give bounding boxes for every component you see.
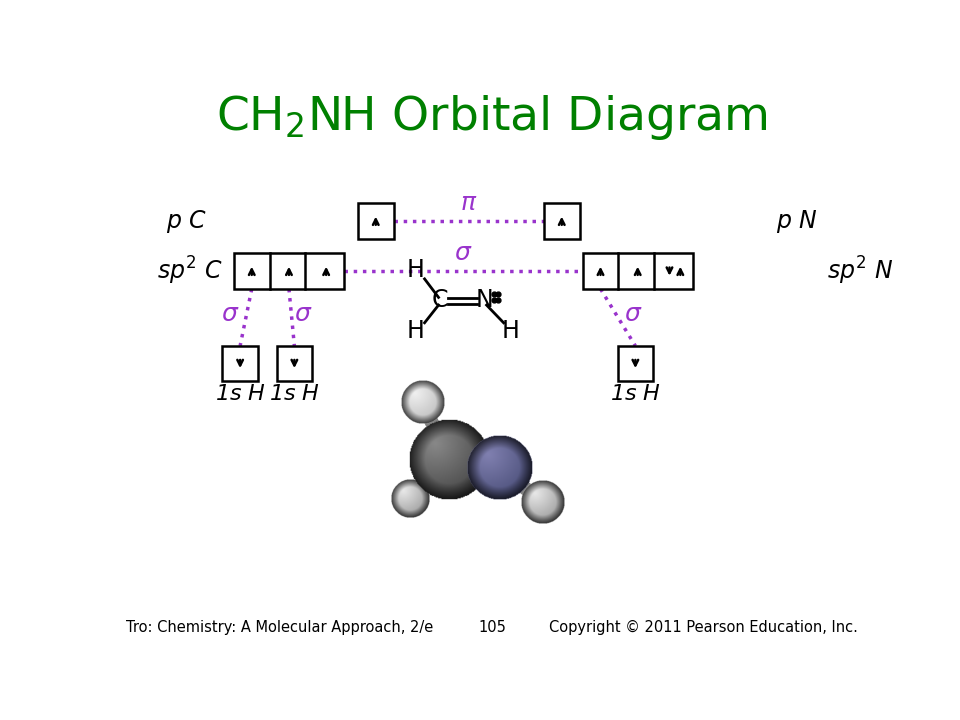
Text: $\pi$: $\pi$ <box>460 191 477 215</box>
Bar <box>617 346 653 382</box>
Text: H: H <box>406 258 424 282</box>
Text: $p$ C: $p$ C <box>166 207 207 235</box>
Text: N: N <box>475 289 493 312</box>
Bar <box>223 346 258 382</box>
Text: $sp^2$ C: $sp^2$ C <box>157 255 223 287</box>
Text: H: H <box>406 319 424 343</box>
Text: C: C <box>432 289 448 312</box>
Text: Copyright © 2011 Pearson Education, Inc.: Copyright © 2011 Pearson Education, Inc. <box>549 620 858 634</box>
Text: $\sigma$: $\sigma$ <box>454 240 472 265</box>
Bar <box>358 204 394 239</box>
Text: $\sigma$: $\sigma$ <box>624 302 642 325</box>
Text: $\sigma$: $\sigma$ <box>294 302 312 325</box>
Text: 1$s$ H: 1$s$ H <box>610 384 660 405</box>
Text: $\sigma$: $\sigma$ <box>221 302 239 325</box>
Bar <box>583 253 693 289</box>
Text: $sp^2$ N: $sp^2$ N <box>827 255 893 287</box>
Bar <box>544 204 580 239</box>
Text: 105: 105 <box>478 620 506 634</box>
Text: H: H <box>502 319 519 343</box>
Bar <box>276 346 312 382</box>
Text: $p$ N: $p$ N <box>776 207 818 235</box>
Text: 1$s$ H: 1$s$ H <box>215 384 266 405</box>
Text: 1$s$ H: 1$s$ H <box>269 384 320 405</box>
Text: Tro: Chemistry: A Molecular Approach, 2/e: Tro: Chemistry: A Molecular Approach, 2/… <box>126 620 434 634</box>
Text: CH$_2$NH Orbital Diagram: CH$_2$NH Orbital Diagram <box>216 93 768 142</box>
Bar <box>234 253 344 289</box>
